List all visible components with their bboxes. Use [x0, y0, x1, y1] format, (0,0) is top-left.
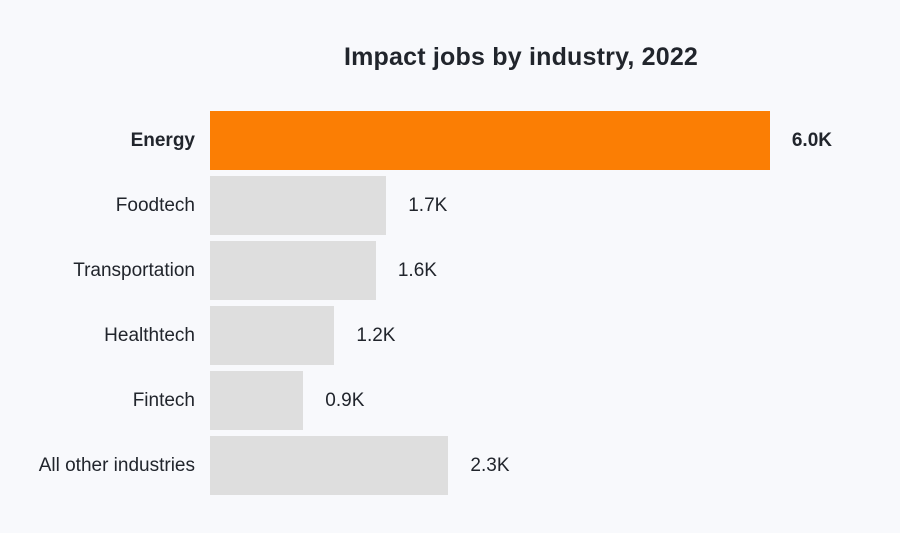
value-label: 1.7K [408, 194, 448, 216]
bar-track: 1.2K [210, 306, 832, 365]
bars-container: Energy 6.0K Foodtech 1.7K Transportation… [0, 111, 900, 501]
bar-row: Fintech 0.9K [0, 371, 900, 430]
bar-row: All other industries 2.3K [0, 436, 900, 495]
category-label: Healthtech [104, 324, 195, 346]
value-label: 6.0K [791, 129, 832, 151]
category-label: Transportation [73, 259, 195, 281]
bar [210, 436, 449, 495]
bar-track: 1.6K [210, 241, 832, 300]
bar-track: 2.3K [210, 436, 832, 495]
category-label: Energy [130, 129, 195, 151]
bar [210, 241, 376, 300]
bar-row: Transportation 1.6K [0, 241, 900, 300]
value-label: 0.9K [325, 389, 365, 411]
bar [210, 371, 304, 430]
category-label: All other industries [38, 454, 195, 476]
bar-row: Foodtech 1.7K [0, 176, 900, 235]
chart-title: Impact jobs by industry, 2022 [343, 43, 699, 71]
category-label: Fintech [132, 389, 195, 411]
bar [210, 306, 335, 365]
bar-track: 6.0K [210, 111, 832, 170]
bar-row: Healthtech 1.2K [0, 306, 900, 365]
value-label: 1.2K [356, 324, 396, 346]
bar-track: 0.9K [210, 371, 832, 430]
bar-row: Energy 6.0K [0, 111, 900, 170]
value-label: 1.6K [397, 259, 437, 281]
value-label: 2.3K [470, 454, 510, 476]
bar-track: 1.7K [210, 176, 832, 235]
bar [210, 111, 770, 170]
category-label: Foodtech [115, 194, 195, 216]
bar [210, 176, 387, 235]
